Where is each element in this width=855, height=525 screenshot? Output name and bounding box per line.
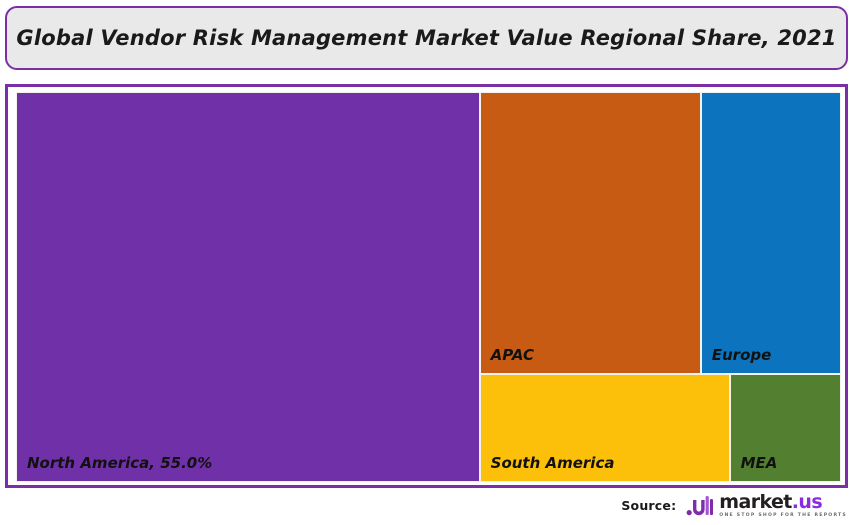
market-us-logo-text: market.us ONE STOP SHOP FOR THE REPORTS [719, 493, 847, 519]
page-title: Global Vendor Risk Management Market Val… [16, 26, 837, 50]
logo-wordmark: market.us [719, 491, 823, 513]
treemap-tile-label: South America [490, 453, 615, 472]
treemap-tile-label: Europe [711, 345, 772, 364]
treemap-tile-apac[interactable]: APAC [479, 92, 701, 374]
market-us-logo: market.us ONE STOP SHOP FOR THE REPORTS [686, 493, 847, 519]
source-label: Source: [621, 498, 677, 514]
treemap-tile-label: North America, 55.0% [27, 454, 213, 472]
chart-title-box: Global Vendor Risk Management Market Val… [5, 6, 848, 70]
treemap-tile-europe[interactable]: Europe [700, 92, 841, 374]
treemap-tile-label: APAC [490, 345, 535, 364]
market-us-logo-icon [686, 495, 714, 515]
treemap-tile-label: MEA [740, 453, 778, 472]
treemap-tile-mea[interactable]: MEA [729, 373, 841, 482]
treemap-tile-north-america[interactable]: North America, 55.0% [16, 92, 480, 482]
chart-footer: Source: market.us ONE STOP SHOP FOR THE … [0, 489, 855, 525]
treemap-tile-south-america[interactable]: South America [479, 373, 730, 482]
logo-tagline: ONE STOP SHOP FOR THE REPORTS [719, 513, 847, 518]
source-attribution: Source: market.us ONE STOP SHOP FOR THE … [621, 493, 847, 519]
treemap-plot: North America, 55.0% APAC Europe South Amer… [16, 92, 841, 482]
chart-frame: North America, 55.0% APAC Europe South Amer… [5, 84, 848, 488]
